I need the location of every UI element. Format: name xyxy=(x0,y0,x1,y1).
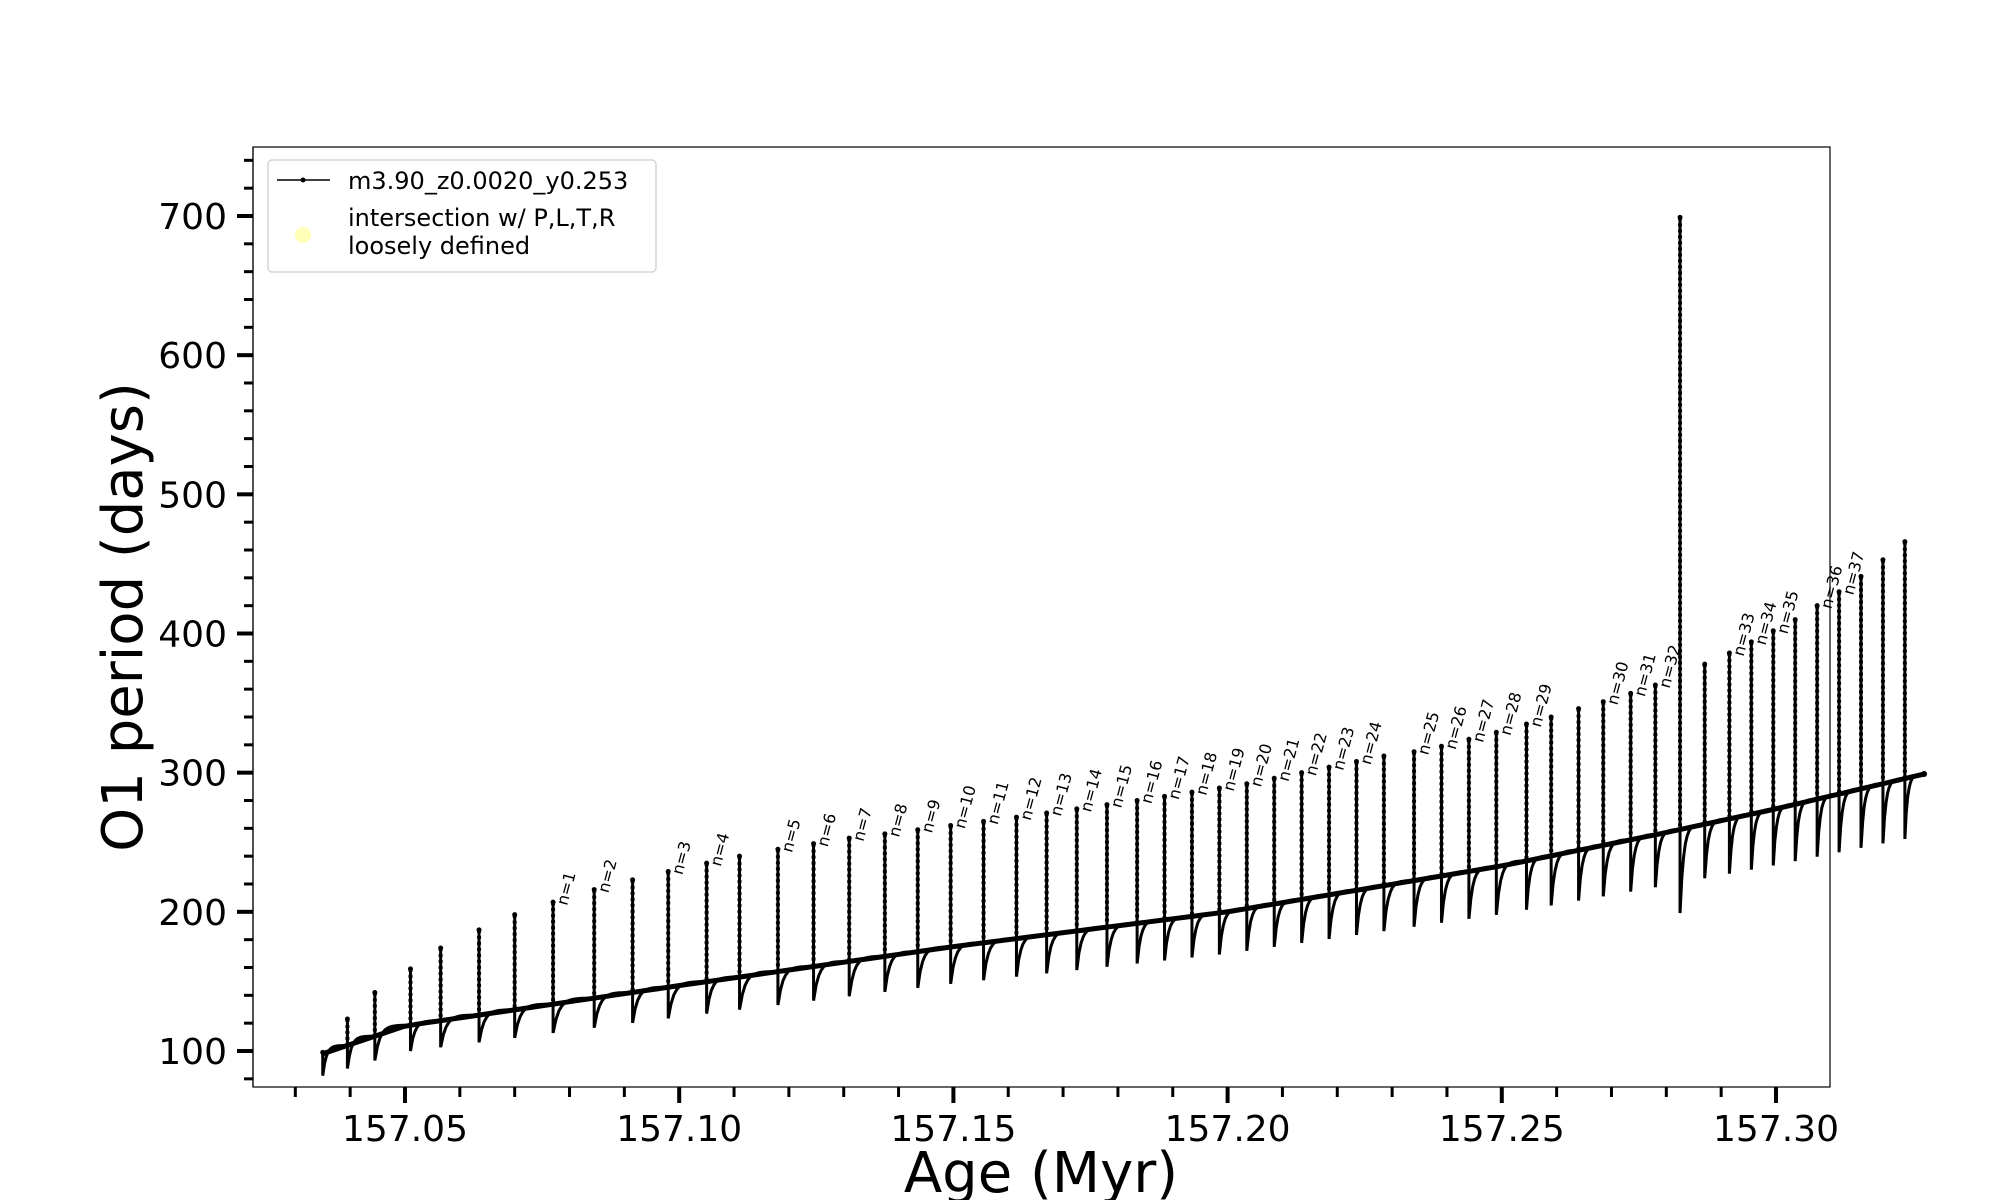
peak-point xyxy=(1271,775,1277,781)
peak-point xyxy=(1600,699,1606,705)
y-tick-label: 600 xyxy=(158,336,227,377)
peak-point xyxy=(775,846,781,852)
series-layer xyxy=(320,214,1928,1076)
peak-point xyxy=(1576,706,1582,712)
y-axis-title: O1 period (days) xyxy=(91,382,156,852)
cycle-label: n=37 xyxy=(1839,549,1869,596)
peak-point xyxy=(846,835,852,841)
peak-point xyxy=(407,966,413,972)
peak-point xyxy=(1299,770,1305,776)
legend: m3.90_z0.0020_y0.253 intersection w/ P,L… xyxy=(267,159,657,273)
legend-series-label: m3.90_z0.0020_y0.253 xyxy=(348,167,628,195)
peak-point xyxy=(1044,810,1050,816)
peak-point xyxy=(512,912,518,918)
y-axis: 100 200 300 400 500 600 700 xyxy=(158,147,254,1087)
peak-point xyxy=(1189,789,1195,795)
peak-point xyxy=(1074,806,1080,812)
peak-point xyxy=(1748,639,1754,645)
peak-point xyxy=(981,818,987,824)
series-cycle xyxy=(1881,559,1905,844)
legend-intersection-label-line1: intersection w/ P,L,T,R xyxy=(348,204,615,232)
peak-point xyxy=(1702,661,1708,667)
series-end-point xyxy=(1921,771,1928,778)
legend-box xyxy=(267,159,657,273)
peak-point xyxy=(372,990,378,996)
peak-point xyxy=(1814,603,1820,609)
peak-point xyxy=(1858,573,1864,579)
legend-series-marker-icon xyxy=(300,177,306,183)
peak-point xyxy=(1493,729,1499,735)
series-cycle xyxy=(1859,576,1883,848)
peak-point xyxy=(1628,690,1634,696)
x-tick-label: 157.25 xyxy=(1439,1109,1565,1150)
peak-point xyxy=(1836,589,1842,595)
plot-background xyxy=(252,146,1831,1088)
x-tick-label: 157.10 xyxy=(616,1109,742,1150)
peak-point xyxy=(550,899,556,905)
plot-frame xyxy=(252,146,1831,1088)
y-tick-label: 100 xyxy=(158,1032,227,1073)
legend-intersection-marker-icon xyxy=(295,227,311,243)
x-axis: 157.05 157.10 157.15 157.20 157.25 157.30 xyxy=(293,1087,1839,1150)
peak-point xyxy=(1104,802,1110,808)
x-tick-label: 157.05 xyxy=(342,1109,468,1150)
peak-point xyxy=(1134,798,1140,803)
peak-point xyxy=(1726,650,1732,656)
peak-point xyxy=(1438,743,1444,749)
series-cycle xyxy=(1903,541,1925,840)
peak-point xyxy=(1013,814,1019,820)
y-tick-label: 700 xyxy=(158,197,227,238)
peak-point xyxy=(1381,753,1387,759)
peak-point xyxy=(737,853,743,859)
x-tick-label: 157.20 xyxy=(1165,1109,1291,1150)
x-tick-label: 157.15 xyxy=(890,1109,1016,1150)
peak-point xyxy=(1326,764,1332,770)
peak-point xyxy=(1523,721,1529,727)
peak-point xyxy=(1652,682,1658,688)
peak-point xyxy=(476,927,482,933)
peak-point xyxy=(1411,749,1417,755)
peak-point xyxy=(1353,759,1359,765)
peak-point xyxy=(1677,214,1683,220)
x-axis-title: Age (Myr) xyxy=(904,1141,1178,1200)
peak-point xyxy=(811,841,817,847)
peak-point xyxy=(630,877,636,883)
y-tick-label: 500 xyxy=(158,475,227,516)
legend-intersection-label-line2: loosely defined xyxy=(348,232,530,260)
peak-point xyxy=(438,945,444,951)
peak-point xyxy=(1216,785,1222,791)
series-cycle xyxy=(1837,591,1862,853)
peak-point xyxy=(344,1016,350,1022)
y-tick-label: 400 xyxy=(158,615,227,656)
peak-point xyxy=(1880,557,1886,563)
x-tick-label: 157.30 xyxy=(1713,1109,1839,1150)
peak-point xyxy=(1466,736,1472,742)
peak-point xyxy=(948,823,954,829)
y-tick-label: 300 xyxy=(158,754,227,795)
peak-point xyxy=(1244,781,1250,787)
peak-point xyxy=(1792,617,1798,623)
y-tick-label: 200 xyxy=(158,893,227,934)
peak-point xyxy=(1162,793,1168,799)
peak-point xyxy=(915,827,921,833)
peak-point xyxy=(1548,714,1554,720)
peak-point xyxy=(591,887,597,893)
peak-point xyxy=(882,831,888,837)
series-base-trend xyxy=(321,771,1925,1057)
peak-point xyxy=(1902,539,1908,545)
peak-point xyxy=(665,868,671,874)
peak-point xyxy=(1770,628,1776,634)
peak-point xyxy=(704,860,710,866)
